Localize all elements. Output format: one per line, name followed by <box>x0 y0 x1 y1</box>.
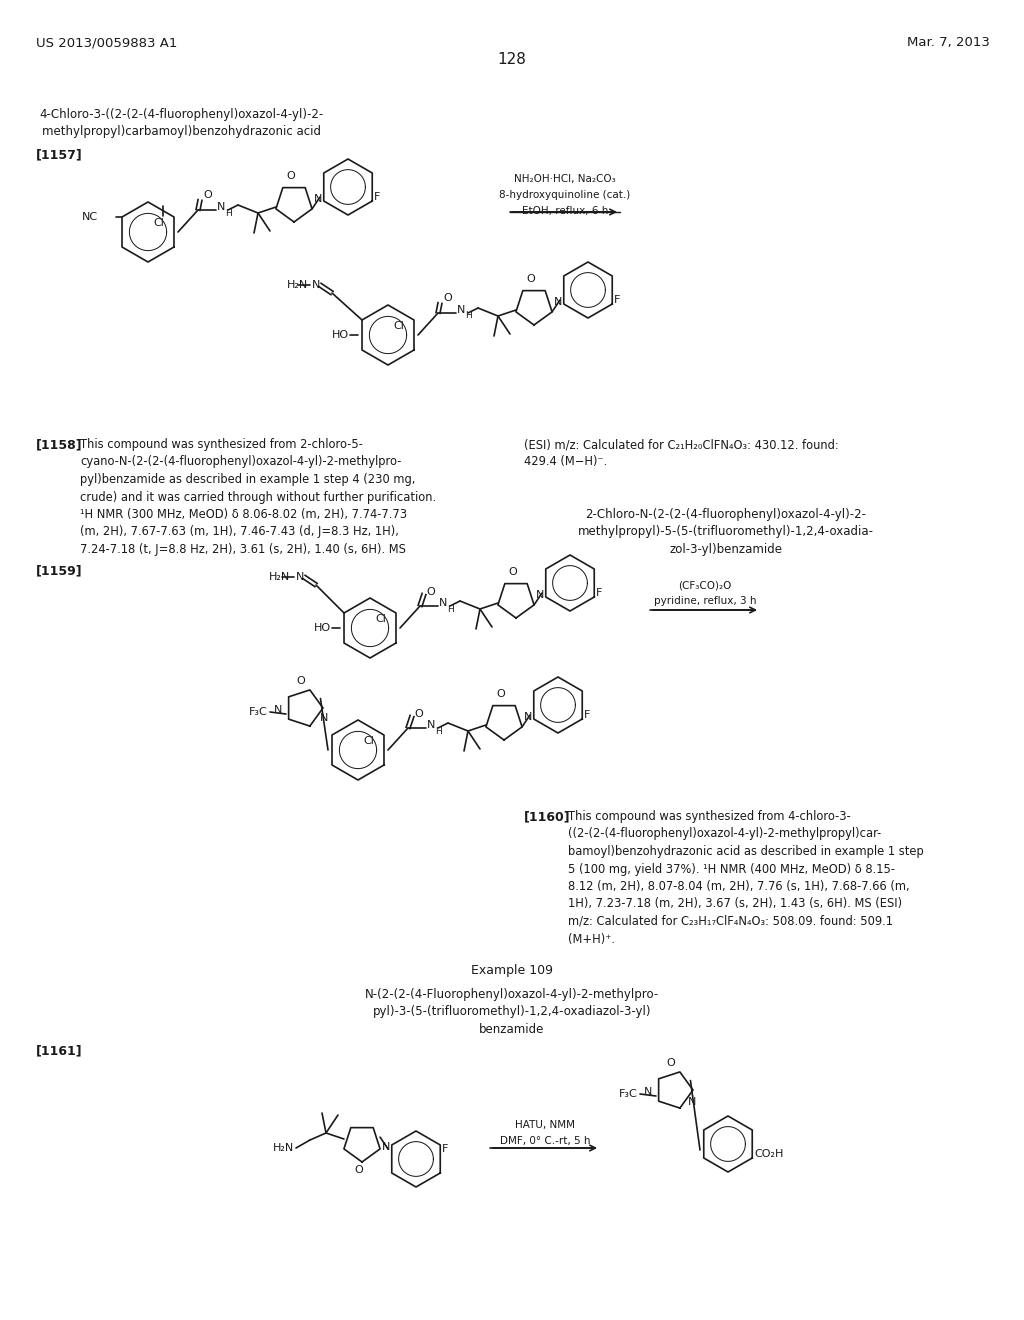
Text: F: F <box>614 294 621 305</box>
Text: This compound was synthesized from 4-chloro-3-
((2-(2-(4-fluorophenyl)oxazol-4-y: This compound was synthesized from 4-chl… <box>568 810 924 945</box>
Text: HO: HO <box>332 330 349 341</box>
Text: NH₂OH·HCl, Na₂CO₃: NH₂OH·HCl, Na₂CO₃ <box>514 174 615 183</box>
Text: O: O <box>443 293 452 304</box>
Text: Cl: Cl <box>393 321 404 331</box>
Text: pyridine, reflux, 3 h: pyridine, reflux, 3 h <box>653 597 757 606</box>
Text: N-(2-(2-(4-Fluorophenyl)oxazol-4-yl)-2-methylpro-
pyl)-3-(5-(trifluoromethyl)-1,: N-(2-(2-(4-Fluorophenyl)oxazol-4-yl)-2-m… <box>365 987 659 1036</box>
Text: H₂N: H₂N <box>287 280 308 290</box>
Text: N: N <box>554 297 562 308</box>
Text: O: O <box>203 190 212 201</box>
Text: O: O <box>287 172 295 181</box>
Text: H: H <box>225 209 231 218</box>
Text: CO₂H: CO₂H <box>755 1148 783 1159</box>
Text: N: N <box>688 1097 696 1107</box>
Text: N: N <box>217 202 225 213</box>
Text: O: O <box>667 1059 676 1068</box>
Text: N: N <box>319 713 329 723</box>
Text: N: N <box>314 194 323 205</box>
Text: O: O <box>497 689 506 700</box>
Text: N: N <box>457 305 465 315</box>
Text: Example 109: Example 109 <box>471 964 553 977</box>
Text: DMF, 0° C.-rt, 5 h: DMF, 0° C.-rt, 5 h <box>500 1137 590 1146</box>
Text: Mar. 7, 2013: Mar. 7, 2013 <box>907 36 990 49</box>
Text: Cl: Cl <box>376 614 386 624</box>
Text: N: N <box>296 572 304 582</box>
Text: H₂N: H₂N <box>272 1143 294 1152</box>
Text: H₂N: H₂N <box>268 572 290 582</box>
Text: HO: HO <box>314 623 331 634</box>
Text: This compound was synthesized from 2-chloro-5-
cyano-N-(2-(2-(4-fluorophenyl)oxa: This compound was synthesized from 2-chl… <box>80 438 436 556</box>
Text: N: N <box>536 590 545 601</box>
Text: F₃C: F₃C <box>620 1089 638 1100</box>
Text: N: N <box>273 705 282 715</box>
Text: N: N <box>644 1086 652 1097</box>
Text: F: F <box>596 587 602 598</box>
Text: NC: NC <box>82 213 98 222</box>
Text: O: O <box>354 1166 364 1175</box>
Text: O: O <box>509 568 517 577</box>
Text: HATU, NMM: HATU, NMM <box>515 1119 575 1130</box>
Text: EtOH, reflux, 6 h: EtOH, reflux, 6 h <box>522 206 608 216</box>
Text: 2-Chloro-N-(2-(2-(4-fluorophenyl)oxazol-4-yl)-2-
methylpropyl)-5-(5-(trifluorome: 2-Chloro-N-(2-(2-(4-fluorophenyl)oxazol-… <box>578 508 874 556</box>
Text: F: F <box>585 710 591 719</box>
Text: [1161]: [1161] <box>36 1044 83 1057</box>
Text: F₃C: F₃C <box>249 708 268 717</box>
Text: O: O <box>526 275 536 284</box>
Text: (ESI) m/z: Calculated for C₂₁H₂₀ClFN₄O₃: 430.12. found:
429.4 (M−H)⁻.: (ESI) m/z: Calculated for C₂₁H₂₀ClFN₄O₃:… <box>524 438 839 469</box>
Text: N: N <box>439 598 447 609</box>
Text: H: H <box>447 605 454 614</box>
Text: [1159]: [1159] <box>36 564 83 577</box>
Text: F: F <box>442 1144 449 1154</box>
Text: O: O <box>414 709 423 719</box>
Text: (CF₃CO)₂O: (CF₃CO)₂O <box>678 579 732 590</box>
Text: H: H <box>435 726 441 735</box>
Text: F: F <box>374 191 381 202</box>
Text: 8-hydroxyquinoline (cat.): 8-hydroxyquinoline (cat.) <box>500 190 631 201</box>
Text: 128: 128 <box>498 51 526 67</box>
Text: H: H <box>465 312 472 321</box>
Text: [1157]: [1157] <box>36 148 83 161</box>
Text: Cl: Cl <box>154 218 165 228</box>
Text: [1158]: [1158] <box>36 438 83 451</box>
Text: N: N <box>382 1142 390 1152</box>
Text: O: O <box>426 587 435 597</box>
Text: N: N <box>427 719 435 730</box>
Text: Cl: Cl <box>364 737 375 746</box>
Text: N: N <box>312 280 321 290</box>
Text: N: N <box>524 711 532 722</box>
Text: [1160]: [1160] <box>524 810 570 822</box>
Text: O: O <box>297 676 305 686</box>
Text: US 2013/0059883 A1: US 2013/0059883 A1 <box>36 36 177 49</box>
Text: 4-Chloro-3-((2-(2-(4-fluorophenyl)oxazol-4-yl)-2-
methylpropyl)carbamoyl)benzohy: 4-Chloro-3-((2-(2-(4-fluorophenyl)oxazol… <box>40 108 325 139</box>
